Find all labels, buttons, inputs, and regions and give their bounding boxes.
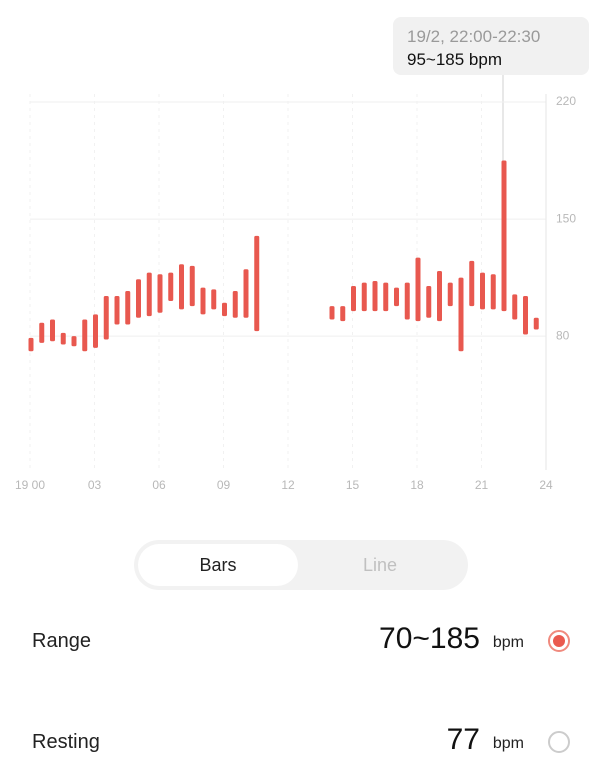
stat-row[interactable]: Resting 77 bpm [0,713,600,773]
range-bar [82,319,88,352]
range-bar [394,287,399,307]
range-bar [480,272,485,310]
range-bar [232,291,238,318]
y-tick-label: 220 [556,94,576,108]
x-tick-label: 03 [88,478,102,492]
range-bar [501,160,507,312]
range-bar [372,280,378,312]
x-tick-label: 21 [475,478,489,492]
stat-label: Range [32,630,91,652]
range-bar [351,286,356,312]
stat-row[interactable]: Range 70~185 bpm [0,612,600,672]
range-bar [533,317,539,330]
x-tick-label: 09 [217,478,231,492]
range-bar [254,235,260,332]
stat-unit: bpm [492,735,524,752]
y-tick-label: 150 [556,211,576,225]
range-bar [415,257,421,322]
range-bar [437,270,442,322]
range-bar [93,314,98,348]
range-bar [243,269,249,318]
x-tick-label: 19 00 [15,478,45,492]
x-tick-label: 12 [281,478,295,492]
range-bar [383,282,389,312]
range-bar [512,294,518,320]
range-bar [340,306,346,322]
stat-unit: bpm [492,634,524,651]
toggle-option[interactable]: Bars [138,544,298,586]
range-bar [200,287,206,315]
range-bar [329,306,335,320]
x-tick-label: 06 [152,478,166,492]
range-bar [125,291,131,325]
range-bar [103,296,109,340]
range-bar [146,272,152,317]
range-bar [50,319,55,342]
range-bar [458,277,464,352]
range-bar [71,336,77,347]
tooltip-time: 19/2, 22:00-22:30 [407,27,541,46]
range-bar [28,337,34,352]
range-bar [179,264,184,310]
range-bar [136,279,141,318]
range-bar [490,274,496,310]
stat-value: 77 [446,723,480,756]
x-tick-label: 24 [539,478,553,492]
range-bar [189,265,195,307]
tooltip: 19/2, 22:00-22:30 95~185 bpm [393,17,589,75]
range-bar [39,322,45,343]
range-bar [60,332,66,345]
range-bar [469,260,475,307]
range-bar [157,274,163,313]
x-tick-label: 15 [346,478,360,492]
range-bar [114,296,120,325]
range-bar [168,272,174,302]
stat-label: Resting [32,731,100,753]
toggle-option[interactable]: Line [362,555,398,575]
range-bar [447,282,453,307]
range-bar [211,289,217,310]
range-bar [222,302,227,317]
tooltip-range: 95~185 bpm [407,50,502,69]
stat-value: 70~185 [379,622,480,655]
y-tick-label: 80 [556,328,570,342]
range-bar [404,282,410,320]
radio-button[interactable] [548,731,570,753]
x-tick-label: 18 [410,478,424,492]
chart: 80 150 220 19 00 03 06 09 12 15 18 21 24 [15,75,576,492]
radio-button[interactable] [548,630,570,652]
view-toggle: Bars Line [134,540,468,590]
range-bar [426,286,432,318]
range-bar [523,296,528,335]
range-bar [361,282,367,312]
